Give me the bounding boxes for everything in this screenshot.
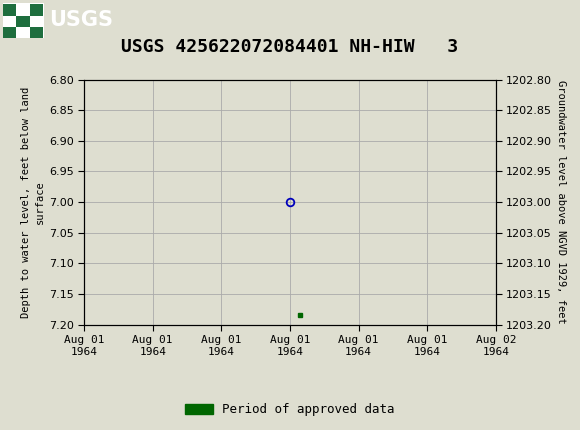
- Bar: [3, 27, 16, 37]
- Bar: [3, 15, 16, 27]
- Bar: [3, 3, 43, 37]
- Bar: [30, 15, 43, 27]
- Legend: Period of approved data: Period of approved data: [180, 398, 400, 421]
- Y-axis label: Depth to water level, feet below land
surface: Depth to water level, feet below land su…: [21, 86, 45, 318]
- Text: USGS 425622072084401 NH-HIW   3: USGS 425622072084401 NH-HIW 3: [121, 38, 459, 56]
- Bar: [16, 4, 30, 15]
- Bar: [16, 15, 30, 27]
- Bar: [30, 4, 43, 15]
- Y-axis label: Groundwater level above NGVD 1929, feet: Groundwater level above NGVD 1929, feet: [556, 80, 567, 324]
- Bar: [16, 27, 30, 37]
- Bar: [30, 27, 43, 37]
- Bar: [3, 4, 16, 15]
- Text: USGS: USGS: [49, 10, 113, 31]
